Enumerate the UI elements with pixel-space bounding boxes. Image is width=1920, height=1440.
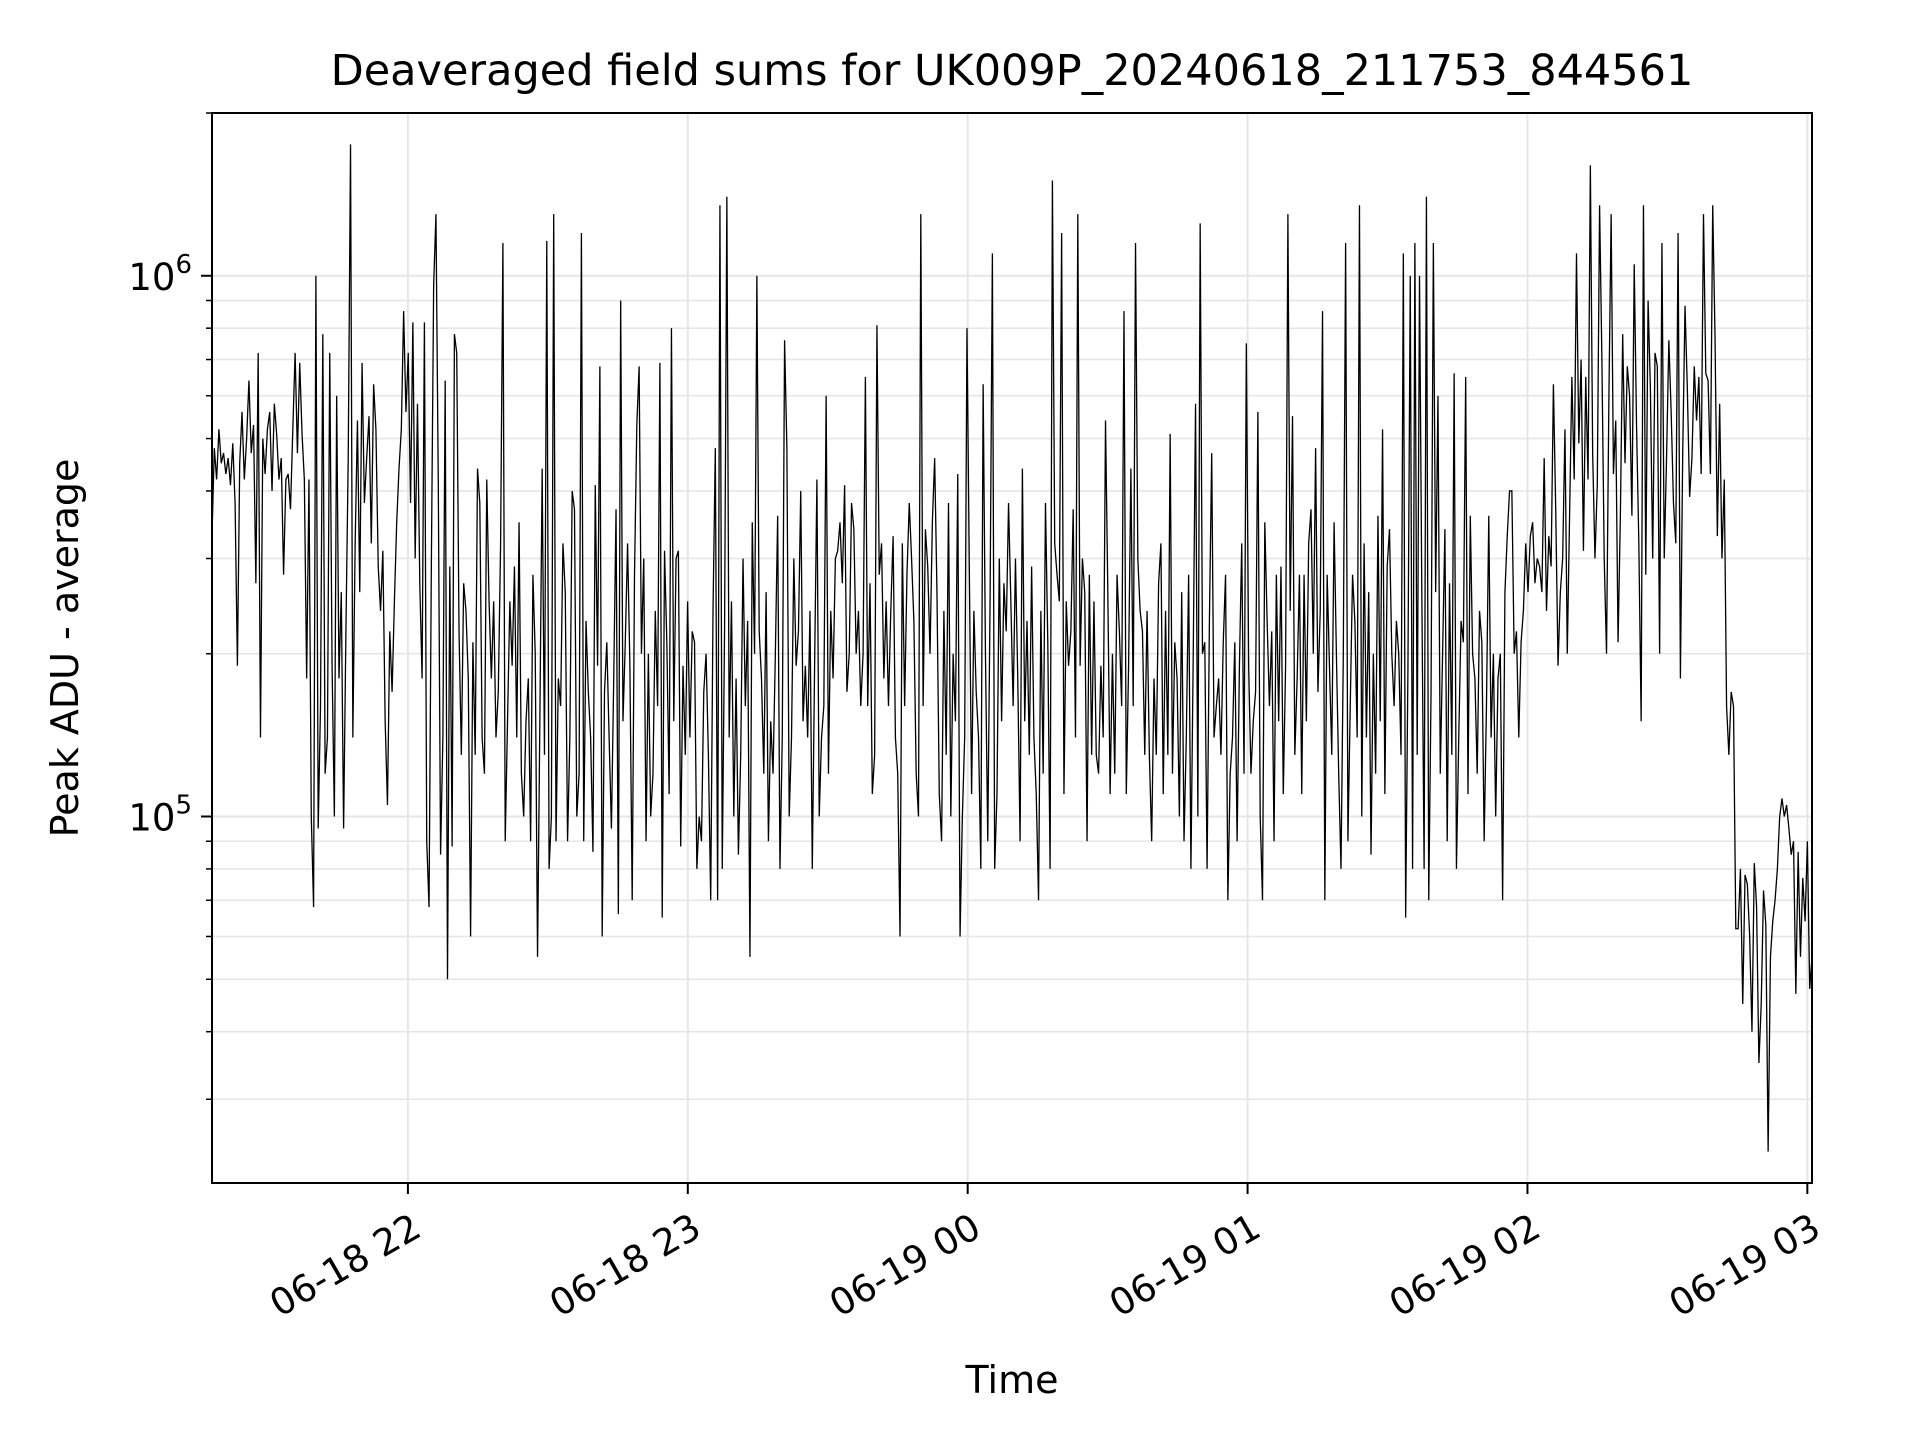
series-line-group [211,144,1813,1152]
grid [212,112,1812,1183]
plot-frame [211,112,1813,1184]
y-axis-label: Peak ADU - average [43,459,87,838]
chart-title: Deaveraged field sums for UK009P_2024061… [331,46,1694,96]
y-tick-label: 106 [128,250,192,299]
x-axis-label: Time [965,1358,1059,1402]
y-axis: 105 106 [128,112,212,1100]
y-tick-label: 105 [128,791,192,840]
series-line [211,144,1813,1152]
